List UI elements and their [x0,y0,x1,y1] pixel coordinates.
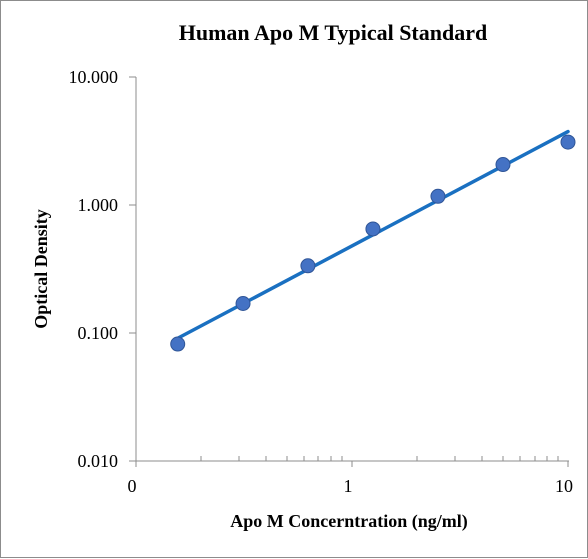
data-point [560,134,576,150]
data-point [365,221,381,237]
x-axis: 0 1 10 Apo M Concerntration (ng/ml) [128,456,573,532]
y-tick-label: 10.000 [69,67,119,87]
y-axis: 10.000 1.000 0.100 0.010 Optical Density [31,67,137,471]
data-point [495,157,511,173]
data-point [430,188,446,204]
y-axis-label: Optical Density [31,209,51,329]
x-axis-label: Apo M Concerntration (ng/ml) [230,511,467,532]
y-tick-label: 0.100 [78,323,119,343]
x-tick-label: 10 [555,476,573,496]
y-tick-label: 0.010 [78,451,119,471]
data-point [235,296,251,312]
data-points [170,134,576,352]
x-tick-label: 1 [344,476,353,496]
x-tick-label: 0 [128,476,137,496]
y-tick-label: 1.000 [78,195,119,215]
data-point [300,258,316,274]
chart-title: Human Apo M Typical Standard [179,20,487,45]
data-point [170,336,186,352]
